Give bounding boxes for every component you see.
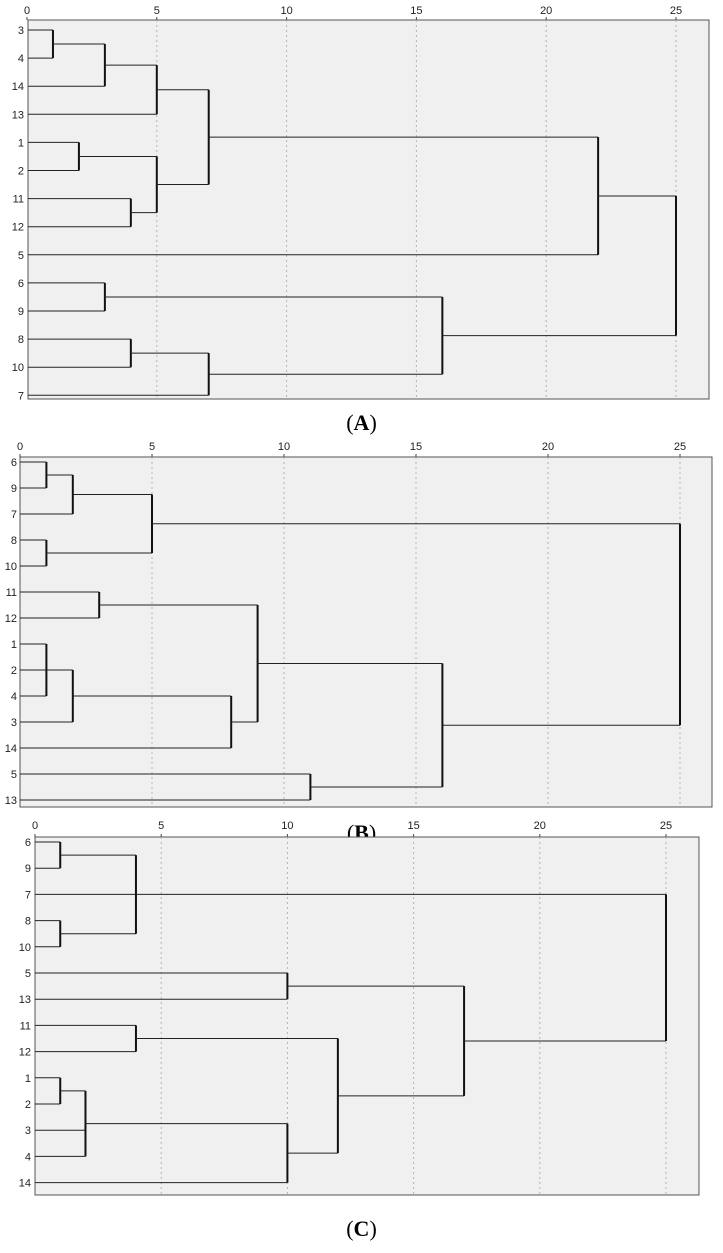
tick-label-b-5: 5 [149,441,155,453]
tick-label-b-10: 10 [278,441,290,453]
leaf-label-b-14: 14 [5,743,17,755]
leaf-label-b-10: 10 [5,561,17,573]
caption-a-letter: A [353,410,370,435]
leaf-label-a-8: 8 [18,334,24,346]
tick-label-a-0: 0 [24,5,30,17]
leaf-label-c-13: 13 [19,994,31,1006]
leaf-label-b-9: 9 [11,483,17,495]
plot-area-b [19,456,713,808]
tick-label-c-5: 5 [158,820,164,832]
caption-a: (A) [0,410,723,436]
leaf-label-b-7: 7 [11,509,17,521]
dendrogram-panel-b: 0 5 10 15 20 25 6 9 7 8 10 11 12 1 2 4 3 14 5 13 [0,435,723,820]
leaf-label-b-12: 12 [5,613,17,625]
tick-label-a-5: 5 [154,5,160,17]
leaf-label-b-1: 1 [11,639,17,651]
leaf-label-b-3: 3 [11,717,17,729]
dendrogram-panel-a: 0 5 10 15 20 25 3 4 14 13 1 2 11 12 5 6 9 8 10 7 [0,0,723,405]
leaf-label-a-9: 9 [18,306,24,318]
leaf-label-b-8: 8 [11,535,17,547]
leaf-label-a-11: 11 [13,194,24,206]
caption-b-open: ( [346,820,355,845]
leaf-label-b-5: 5 [11,769,17,781]
leaf-label-a-14: 14 [12,81,24,93]
leaf-label-a-5: 5 [18,250,24,262]
tick-label-b-0: 0 [17,441,23,453]
leaf-label-c-6: 6 [25,837,31,849]
plot-area-c [34,836,700,1196]
leaf-label-c-7: 7 [25,889,31,901]
leaf-label-a-4: 4 [18,53,24,65]
caption-c-letter: C [353,1216,370,1241]
tick-label-a-25: 25 [670,5,682,17]
caption-a-close: ) [369,410,377,435]
leaf-label-c-5: 5 [25,968,31,980]
leaf-label-c-3: 3 [25,1125,31,1137]
leaf-label-c-12: 12 [19,1047,31,1059]
leaf-label-c-9: 9 [25,863,31,875]
leaf-label-c-10: 10 [19,942,31,954]
caption-c-close: ) [369,1216,377,1241]
leaf-label-b-11: 11 [6,587,17,599]
tick-label-c-0: 0 [32,820,38,832]
tick-label-c-10: 10 [281,820,293,832]
tick-label-b-15: 15 [410,441,422,453]
leaf-label-b-2: 2 [11,665,17,677]
tick-label-a-10: 10 [280,5,292,17]
tick-label-b-20: 20 [542,441,554,453]
tick-label-a-15: 15 [410,5,422,17]
caption-c-open: ( [346,1216,354,1241]
leaf-label-c-14: 14 [19,1178,31,1190]
leaf-label-b-4: 4 [11,691,17,703]
dendrogram-panel-c: 0 5 10 15 20 25 6 9 7 8 10 5 13 11 12 1 2 3 4 14 [0,815,723,1210]
leaf-label-a-12: 12 [12,222,24,234]
leaf-label-c-4: 4 [25,1151,31,1163]
leaf-label-b-6: 6 [11,457,17,469]
leaf-label-a-1: 1 [18,137,24,149]
leaf-label-c-11: 11 [20,1020,31,1032]
caption-b-close: ) [368,820,377,845]
leaf-label-a-3: 3 [18,25,24,37]
tick-label-c-20: 20 [534,820,546,832]
tick-label-c-25: 25 [660,820,672,832]
tick-label-a-20: 20 [540,5,552,17]
leaf-label-b-13: 13 [5,795,17,807]
leaf-label-a-13: 13 [12,109,24,121]
leaf-label-c-2: 2 [25,1099,31,1111]
tick-label-b-25: 25 [674,441,686,453]
caption-a-open: ( [346,410,354,435]
leaf-label-c-8: 8 [25,916,31,928]
leaf-label-a-7: 7 [18,390,24,402]
tick-label-c-15: 15 [407,820,419,832]
leaf-label-a-6: 6 [18,278,24,290]
caption-c: (C) [0,1216,723,1242]
leaf-label-c-1: 1 [25,1073,31,1085]
leaf-label-a-10: 10 [12,362,24,374]
leaf-label-a-2: 2 [18,166,24,178]
